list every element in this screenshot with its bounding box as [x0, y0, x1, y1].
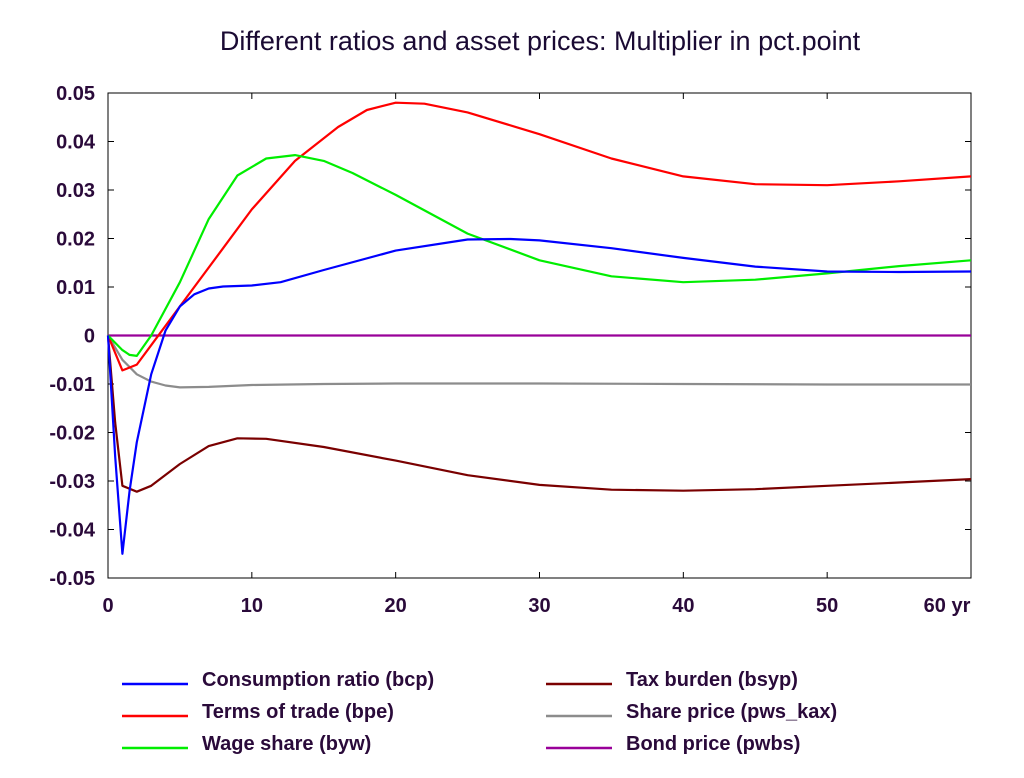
x-tick-label: 60 yr: [924, 595, 971, 617]
series-line-1: [106, 101, 972, 372]
legend-label: Wage share (byw): [202, 733, 371, 755]
series-line-3: [106, 335, 972, 493]
y-tick-label: 0.03: [56, 180, 95, 202]
legend-item: Consumption ratio (bcp): [122, 669, 434, 691]
y-tick-label: -0.03: [49, 471, 95, 493]
legend-label: Terms of trade (bpe): [202, 701, 394, 723]
legend-item: Tax burden (bsyp): [546, 669, 798, 691]
x-tick-label: 50: [816, 595, 838, 617]
legend-item: Bond price (pwbs): [546, 733, 800, 755]
x-axis: 0 10 20 30 40 50 60 yr: [102, 93, 972, 617]
legend-item: Terms of trade (bpe): [122, 701, 394, 723]
y-tick-label: 0.05: [56, 83, 95, 105]
legend: Consumption ratio (bcp) Terms of trade (b…: [122, 669, 837, 755]
y-tick-label: -0.05: [49, 568, 95, 590]
legend-label: Share price (pws_kax): [626, 701, 837, 723]
legend-item: Wage share (byw): [122, 733, 371, 755]
x-tick-label: 20: [385, 595, 407, 617]
x-tick-label: 30: [528, 595, 550, 617]
series-lines: [106, 101, 972, 555]
series-line-2: [107, 154, 972, 357]
y-tick-label: -0.04: [49, 520, 95, 542]
x-tick-label: 0: [102, 595, 113, 617]
x-tick-label: 40: [672, 595, 694, 617]
series-line-0: [106, 237, 972, 555]
y-tick-label: 0.02: [56, 229, 95, 251]
x-tick-label: 10: [241, 595, 263, 617]
y-tick-label: 0.04: [56, 132, 96, 154]
series-line-4: [107, 334, 971, 389]
legend-label: Tax burden (bsyp): [626, 669, 798, 691]
y-tick-label: -0.01: [49, 374, 95, 396]
y-tick-label: -0.02: [49, 423, 95, 445]
chart-title: Different ratios and asset prices: Multi…: [220, 26, 861, 56]
legend-label: Consumption ratio (bcp): [202, 669, 434, 691]
legend-label: Bond price (pwbs): [626, 733, 800, 755]
y-tick-label: 0: [84, 326, 95, 348]
legend-item: Share price (pws_kax): [546, 701, 837, 723]
y-tick-label: 0.01: [56, 277, 95, 299]
